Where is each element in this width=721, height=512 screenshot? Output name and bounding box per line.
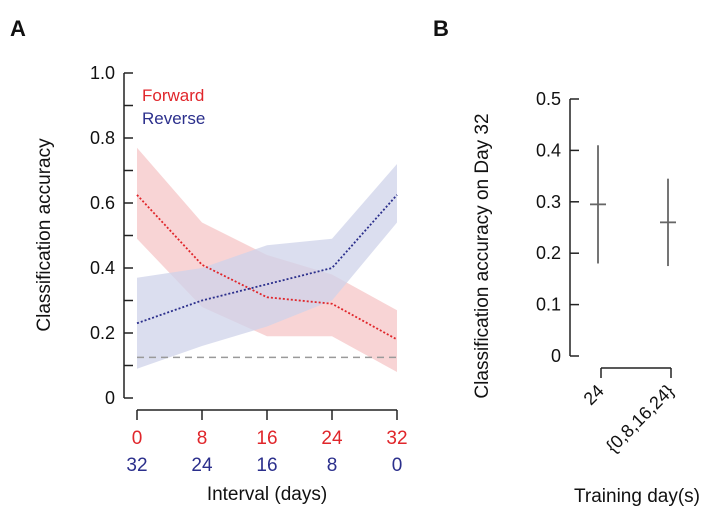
y-tick-label: 0.4 (90, 258, 115, 278)
y-tick-label: 0 (105, 388, 115, 408)
panel-b-label: B (433, 16, 449, 41)
y-tick-label-b: 0 (551, 346, 561, 366)
x-axis: 0 32 8 24 16 16 24 8 32 0 (126, 409, 408, 476)
panel-a-label: A (10, 16, 26, 41)
x-tick-label-reverse: 8 (327, 455, 338, 476)
y-tick-label: 0.2 (90, 323, 115, 343)
y-axis-label: Classification accuracy (34, 138, 55, 332)
y-axis-label-b: Classification accuracy on Day 32 (472, 113, 493, 398)
chart-a: 0 0.2 0.4 0.6 0.8 1.0 0 32 8 24 16 16 24 8 32 0 Classi… (34, 63, 408, 505)
x-tick-label-forward: 0 (132, 428, 143, 449)
series-lines (136, 194, 398, 341)
chart-b: 0 0.1 0.2 0.3 0.4 0.5 24{0,8,16,24} Classific… (472, 89, 700, 507)
x-tick-label-reverse: 16 (256, 455, 277, 476)
y-tick-label-b: 0.2 (536, 243, 561, 263)
x-axis-b: 24{0,8,16,24} (580, 367, 678, 457)
x-tick-label-b: {0,8,16,24} (602, 381, 678, 457)
confidence-bands (137, 147, 397, 372)
y-tick-label-b: 0.5 (536, 89, 561, 109)
y-axis: 0 0.2 0.4 0.6 0.8 1.0 (90, 63, 133, 408)
line-reverse (136, 194, 398, 325)
y-tick-label-b: 0.3 (536, 192, 561, 212)
y-tick-label: 0.8 (90, 128, 115, 148)
x-axis-label: Interval (days) (207, 484, 327, 505)
y-tick-label-b: 0.1 (536, 295, 561, 315)
x-tick-label-b: 24 (580, 381, 608, 409)
x-axis-label-b: Training day(s) (574, 486, 700, 507)
y-axis-b: 0 0.1 0.2 0.3 0.4 0.5 (536, 89, 579, 366)
errorbar-marks (590, 145, 676, 267)
legend-forward: Forward (142, 86, 204, 105)
line-forward (136, 194, 398, 341)
y-tick-label: 1.0 (90, 63, 115, 83)
x-tick-label-forward: 24 (321, 428, 343, 449)
x-tick-label-reverse: 24 (191, 455, 213, 476)
legend-reverse: Reverse (142, 109, 205, 128)
x-tick-label-reverse: 0 (392, 455, 403, 476)
y-tick-label: 0.6 (90, 193, 115, 213)
x-tick-label-forward: 16 (256, 428, 277, 449)
x-tick-label-forward: 8 (197, 428, 208, 449)
y-tick-label-b: 0.4 (536, 140, 561, 160)
x-tick-label-forward: 32 (386, 428, 407, 449)
x-tick-label-reverse: 32 (126, 455, 147, 476)
band-reverse (137, 164, 397, 369)
